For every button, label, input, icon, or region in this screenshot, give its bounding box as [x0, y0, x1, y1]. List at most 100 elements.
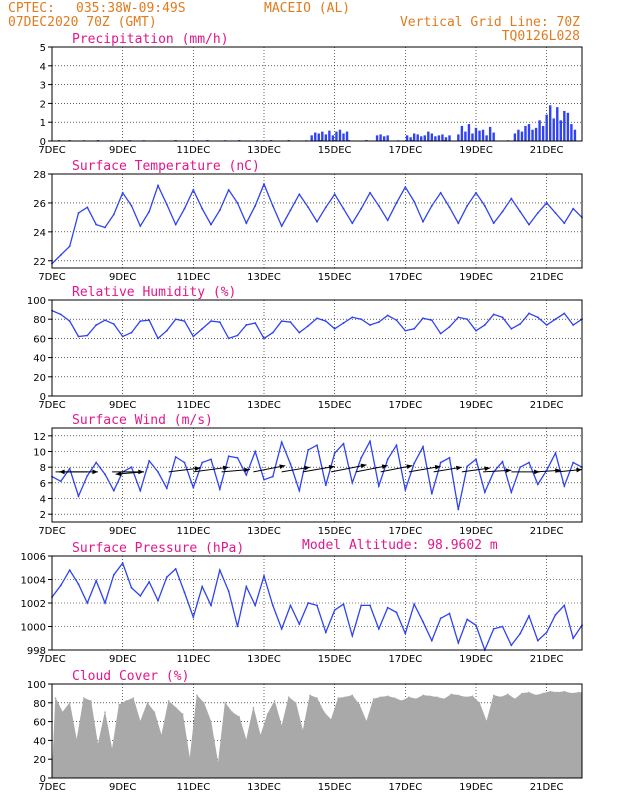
header-grid-note: Vertical Grid Line: 70Z: [400, 15, 580, 30]
wind-point: [404, 488, 407, 491]
wind-point: [104, 473, 106, 476]
pressure-point: [369, 604, 371, 607]
cloud-point: [196, 694, 198, 697]
model-altitude-label: Model Altitude: 98.9602 m: [302, 538, 498, 553]
rh-point: [422, 317, 424, 320]
cloud-point: [309, 694, 311, 697]
rh-point: [263, 337, 265, 340]
cloud-point: [217, 763, 219, 765]
chart-panels: 7DEC 9DEC 11DEC 13DEC 15DEC 17DEC 19DEC 21DEC01…: [21, 32, 583, 793]
cloud-point: [372, 698, 375, 700]
pressure-point: [333, 609, 336, 611]
temp-point: [430, 204, 433, 207]
wind-point: [519, 466, 522, 469]
wind-point: [536, 483, 539, 486]
temp-point: [86, 206, 89, 209]
temp-point: [519, 210, 522, 213]
wind-arrow-head: [406, 464, 413, 469]
wind-point: [448, 456, 451, 459]
precip-bar: [464, 131, 467, 141]
wind-y-tick-label: 4: [40, 495, 46, 506]
precip-x-tick-label: 11DEC: [176, 145, 210, 156]
pressure-point: [536, 639, 539, 642]
temp-point: [333, 193, 336, 196]
precip-title: Precipitation (mm/h): [72, 32, 229, 47]
cloud-point: [492, 694, 495, 697]
cloud-y-tick-label: 40: [33, 736, 46, 747]
precip-frame: [51, 46, 583, 142]
pressure-point: [68, 569, 71, 571]
wind-point: [457, 508, 460, 511]
precip-bar: [321, 131, 324, 141]
wind-y-tick-label: 10: [33, 448, 46, 459]
wind-point: [245, 474, 248, 476]
temp-point: [360, 207, 363, 210]
rh-point: [439, 332, 442, 335]
precip-plot-background: [52, 47, 582, 141]
precip-bar: [467, 124, 471, 141]
pressure-point: [413, 603, 416, 606]
pressure-panel: 7DEC 9DEC 11DEC 13DEC 15DEC 17DEC 19DEC 21DEC 99…: [21, 541, 583, 665]
temp-x-tick-label: 19DEC: [459, 272, 493, 283]
rh-point: [351, 316, 354, 319]
cloud-point: [542, 692, 544, 695]
precip-bar: [420, 136, 423, 141]
wind-arrow-head: [434, 465, 441, 470]
cloud-point: [337, 697, 340, 699]
cloud-point: [316, 697, 318, 699]
temp-point: [236, 202, 239, 204]
cloud-point: [75, 739, 78, 742]
temp-point: [369, 191, 371, 194]
rh-point: [183, 320, 186, 323]
cloud-point: [436, 696, 438, 698]
temp-point: [254, 204, 257, 207]
wind-point: [324, 484, 327, 487]
wind-point: [413, 462, 416, 465]
rh-point: [369, 324, 371, 326]
wind-point: [307, 449, 310, 451]
cloud-x-tick-label: 15DEC: [318, 782, 352, 793]
temp-point: [227, 189, 230, 191]
cloud-point: [189, 758, 191, 760]
wind-arrow-head: [456, 465, 462, 471]
cloud-frame: [51, 683, 583, 779]
temp-point: [68, 245, 71, 248]
pressure-x-tick-label: 11DEC: [176, 654, 210, 665]
pressure-point: [59, 584, 62, 587]
wind-point: [369, 440, 371, 443]
temp-point: [271, 204, 274, 207]
pressure-point: [165, 576, 168, 579]
pressure-point: [324, 631, 327, 634]
wind-arrow-head: [279, 464, 286, 469]
wind-point: [333, 452, 336, 454]
rh-point: [457, 316, 460, 319]
rh-point: [165, 329, 168, 332]
precip-bar: [328, 130, 331, 141]
pressure-y-tick-label: 1000: [21, 623, 46, 634]
wind-point: [351, 481, 354, 484]
cloud-point: [323, 711, 325, 713]
cloud-point: [379, 696, 382, 698]
wind-point: [254, 450, 257, 453]
pressure-point: [501, 625, 504, 628]
rh-title: Relative Humidity (%): [72, 285, 236, 300]
temp-point: [528, 223, 530, 226]
rh-y-tick-label: 80: [33, 315, 46, 326]
wind-point: [280, 441, 283, 443]
cloud-x-tick-label: 7DEC: [38, 782, 65, 793]
wind-point: [572, 461, 575, 464]
cloud-point: [485, 720, 488, 723]
temp-point: [165, 203, 168, 206]
cloud-point: [132, 697, 135, 699]
precip-y-tick-label: 3: [40, 81, 46, 92]
precip-bar: [559, 120, 562, 141]
rh-point: [201, 327, 204, 330]
temp-x-tick-label: 21DEC: [530, 272, 564, 283]
pressure-point: [510, 644, 513, 647]
cloud-y-tick-label: 20: [33, 755, 46, 766]
cloud-point: [507, 693, 509, 696]
wind-point: [174, 456, 177, 458]
wind-point: [236, 456, 239, 459]
wind-point: [377, 485, 380, 487]
pressure-point: [351, 635, 354, 637]
